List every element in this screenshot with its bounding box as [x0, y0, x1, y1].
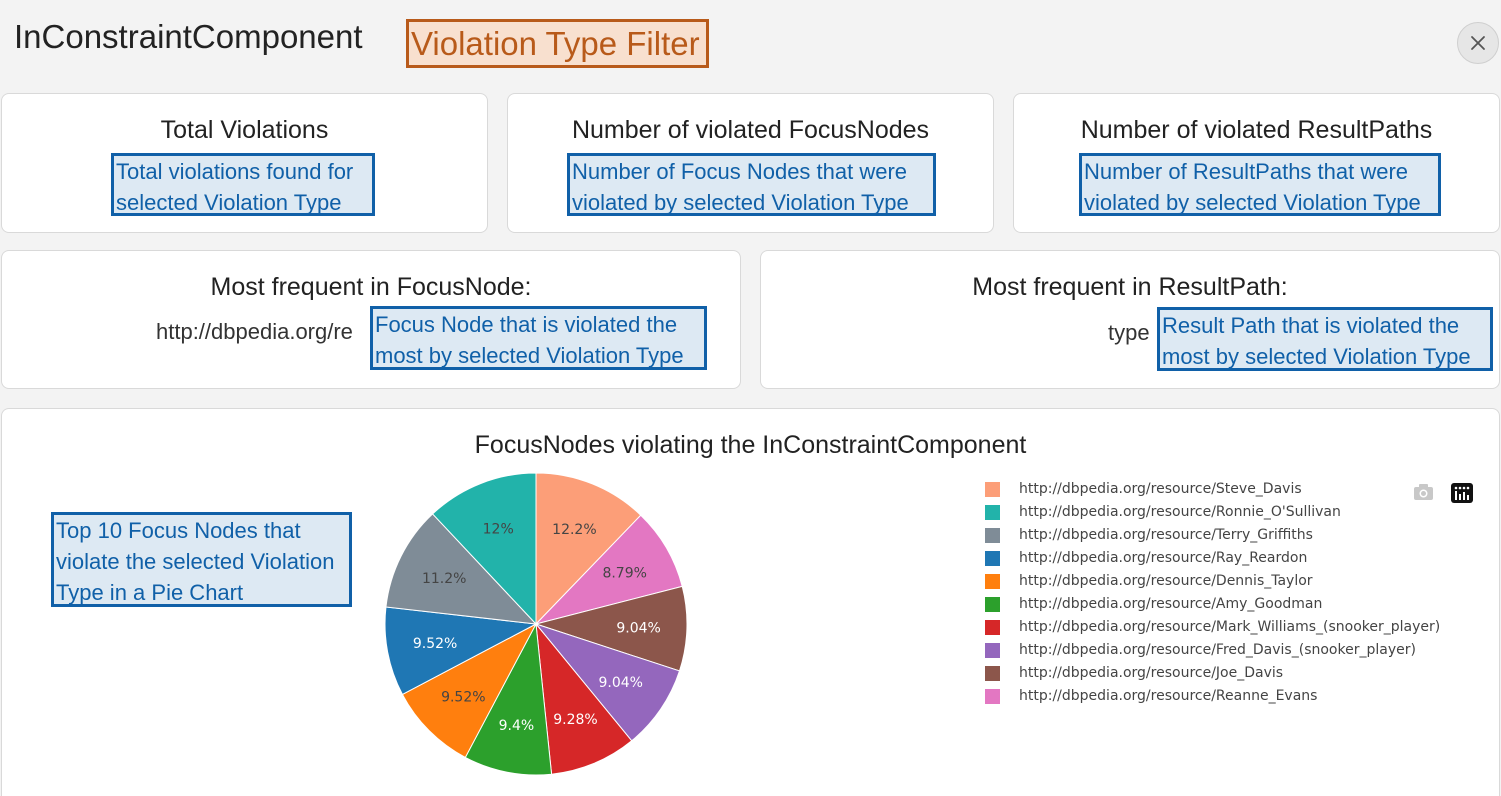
- legend-label: http://dbpedia.org/resource/Reanne_Evans: [1019, 688, 1318, 704]
- pie-slice[interactable]: [534, 585, 688, 672]
- plotly-logo-icon[interactable]: [1451, 483, 1473, 503]
- violated-resultpaths-card: Number of violated ResultPaths Number of…: [1013, 93, 1500, 233]
- pie-slice-label: 9.52%: [413, 636, 457, 652]
- legend-label: http://dbpedia.org/resource/Ray_Reardon: [1019, 550, 1308, 566]
- pie-chart-card: FocusNodes violating the InConstraintCom…: [1, 408, 1500, 796]
- most-frequent-focusnode-card: Most frequent in FocusNode: http://dbped…: [1, 250, 741, 389]
- legend-item[interactable]: http://dbpedia.org/resource/Mark_William…: [985, 616, 1440, 638]
- legend-label: http://dbpedia.org/resource/Terry_Griffi…: [1019, 527, 1313, 543]
- camera-icon[interactable]: [1413, 483, 1434, 501]
- legend-label: http://dbpedia.org/resource/Amy_Goodman: [1019, 596, 1323, 612]
- pie-slice[interactable]: [464, 622, 553, 776]
- legend-item[interactable]: http://dbpedia.org/resource/Fred_Davis_(…: [985, 639, 1416, 661]
- pie-slice-label: 8.79%: [602, 565, 646, 581]
- page-title: InConstraintComponent: [14, 18, 363, 55]
- most-frequent-resultpath-card: Most frequent in ResultPath: type Result…: [760, 250, 1500, 389]
- legend-item[interactable]: http://dbpedia.org/resource/Terry_Griffi…: [985, 524, 1313, 546]
- legend-item[interactable]: http://dbpedia.org/resource/Ray_Reardon: [985, 547, 1307, 569]
- legend-label: http://dbpedia.org/resource/Ronnie_O'Sul…: [1019, 504, 1341, 520]
- pie-slice[interactable]: [535, 622, 633, 775]
- pie-slice-label: 9.52%: [441, 690, 485, 706]
- most-frequent-focusnode-note: Focus Node that is violated the most by …: [370, 306, 707, 370]
- total-violations-note: Total violations found for selected Viol…: [111, 153, 375, 216]
- most-frequent-focusnode-heading: Most frequent in FocusNode:: [210, 273, 532, 301]
- violated-resultpaths-heading: Number of violated ResultPaths: [1080, 116, 1433, 144]
- total-violations-heading: Total Violations: [160, 116, 329, 144]
- pie-slice-label: 12%: [483, 522, 514, 538]
- legend-swatch: [985, 481, 1000, 497]
- legend-item[interactable]: http://dbpedia.org/resource/Reanne_Evans: [985, 685, 1317, 707]
- legend-swatch: [985, 688, 1000, 704]
- legend-item[interactable]: http://dbpedia.org/resource/Steve_Davis: [985, 478, 1302, 500]
- pie-slice[interactable]: [385, 513, 538, 625]
- violation-type-filter-annotation: Violation Type Filter: [406, 19, 709, 68]
- violated-focusnodes-note: Number of Focus Nodes that were violated…: [567, 153, 936, 216]
- legend-swatch: [985, 550, 1000, 566]
- legend-item[interactable]: http://dbpedia.org/resource/Joe_Davis: [985, 662, 1283, 684]
- pie-slice[interactable]: [534, 514, 683, 625]
- most-frequent-resultpath-value: type: [1108, 320, 1150, 345]
- violated-resultpaths-note: Number of ResultPaths that were violated…: [1079, 153, 1441, 216]
- pie-slice[interactable]: [384, 606, 538, 696]
- legend-swatch: [985, 642, 1000, 658]
- close-button[interactable]: [1457, 22, 1499, 64]
- legend-item[interactable]: http://dbpedia.org/resource/Dennis_Taylo…: [985, 570, 1313, 592]
- most-frequent-resultpath-heading: Most frequent in ResultPath:: [972, 273, 1288, 301]
- pie-slice[interactable]: [535, 472, 642, 626]
- pie-slice-label: 9.04%: [598, 675, 642, 691]
- legend-label: http://dbpedia.org/resource/Steve_Davis: [1019, 481, 1302, 497]
- pie-slice[interactable]: [534, 622, 681, 742]
- legend-swatch: [985, 596, 1000, 612]
- pie-chart-note: Top 10 Focus Nodes that violate the sele…: [51, 512, 352, 607]
- most-frequent-focusnode-value: http://dbpedia.org/re: [156, 319, 353, 344]
- legend-swatch: [985, 504, 1000, 520]
- legend-item[interactable]: http://dbpedia.org/resource/Ronnie_O'Sul…: [985, 501, 1341, 523]
- pie-slice-label: 9.4%: [499, 718, 535, 734]
- pie-slice-label: 9.04%: [616, 620, 660, 636]
- legend-swatch: [985, 665, 1000, 681]
- chart-title: FocusNodes violating the InConstraintCom…: [474, 431, 1027, 459]
- legend-swatch: [985, 619, 1000, 635]
- most-frequent-resultpath-note: Result Path that is violated the most by…: [1157, 307, 1493, 371]
- pie-slice-label: 9.28%: [553, 712, 597, 728]
- pie-slice[interactable]: [431, 472, 537, 626]
- violated-focusnodes-card: Number of violated FocusNodes Number of …: [507, 93, 994, 233]
- close-icon: [1471, 36, 1485, 50]
- legend-label: http://dbpedia.org/resource/Mark_William…: [1019, 619, 1441, 635]
- legend-swatch: [985, 573, 1000, 589]
- pie-slice-label: 11.2%: [422, 571, 466, 587]
- legend-swatch: [985, 527, 1000, 543]
- legend-label: http://dbpedia.org/resource/Dennis_Taylo…: [1019, 573, 1313, 589]
- legend-label: http://dbpedia.org/resource/Fred_Davis_(…: [1019, 642, 1416, 658]
- legend-label: http://dbpedia.org/resource/Joe_Davis: [1019, 665, 1284, 681]
- violated-focusnodes-heading: Number of violated FocusNodes: [571, 116, 930, 144]
- pie-slice-label: 12.2%: [552, 522, 596, 538]
- legend-item[interactable]: http://dbpedia.org/resource/Amy_Goodman: [985, 593, 1322, 615]
- pie-slice[interactable]: [401, 622, 538, 759]
- total-violations-card: Total Violations Total violations found …: [1, 93, 488, 233]
